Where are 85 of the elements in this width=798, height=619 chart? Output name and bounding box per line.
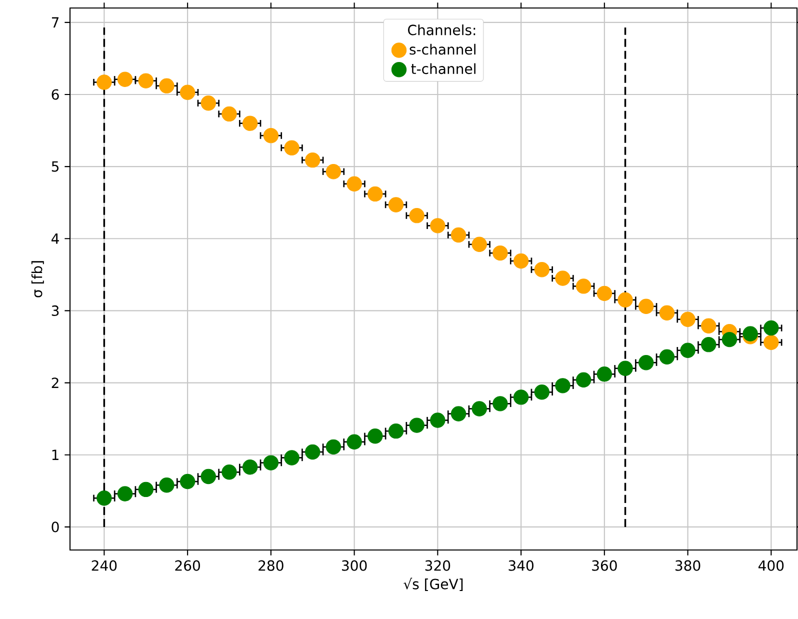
x-tick-label: 360 [592,560,617,571]
point [346,434,362,450]
point [472,401,487,416]
y-axis-title: σ [fb] [31,261,44,298]
point [263,455,279,470]
point [659,305,675,320]
point [263,128,279,144]
point [576,372,592,388]
x-tick-label: 260 [175,560,200,571]
point [555,378,570,394]
y-tick-label: 2 [52,378,58,388]
point [638,355,654,370]
x-tick-label: 280 [258,560,284,571]
point [138,73,154,88]
point [492,245,508,261]
point [680,342,696,358]
point [596,286,612,302]
point [659,349,675,364]
legend-label: s-channel [410,44,476,55]
point [555,270,570,286]
point [96,74,112,90]
point [701,318,716,334]
point [159,78,174,94]
point [764,320,779,336]
y-tick-label: 7 [52,17,59,28]
point [492,396,508,412]
point [284,140,300,156]
point [326,439,342,455]
point [284,450,300,466]
y-tick-label: 4 [52,234,59,244]
point [368,428,383,444]
point [346,176,362,192]
y-tick-label: 3 [52,305,59,316]
point [326,164,342,180]
point [596,366,612,382]
y-tick-label: 5 [52,161,59,172]
point [222,106,237,122]
point [513,253,529,269]
point [409,208,424,224]
point [409,418,424,433]
x-tick-label: 400 [758,560,784,571]
point [534,262,550,278]
point [242,460,258,475]
point [701,336,716,352]
point [305,152,320,168]
point [450,406,466,422]
x-tick-label: 340 [508,560,534,571]
point [222,464,237,480]
point [618,360,633,376]
point [450,227,466,243]
point [96,490,112,506]
point [117,486,133,502]
y-tick-label: 1 [52,450,58,460]
legend-label: t-channel [411,63,476,74]
point [638,298,654,314]
point [534,384,550,400]
point [200,96,216,111]
point [200,468,216,484]
point [388,197,404,212]
x-tick-label: 240 [92,560,117,571]
point [138,482,154,498]
y-tick-label: 6 [52,89,59,100]
point [388,423,404,439]
point [368,186,383,202]
point [159,478,174,493]
x-axis-title: √s [GeV] [404,578,463,591]
point [764,334,779,350]
point [305,444,320,460]
point [618,292,633,308]
point [242,116,258,131]
point [117,72,133,87]
point [513,390,529,405]
legend-title: Channels: [408,24,476,36]
point [722,332,738,348]
x-tick-label: 300 [342,560,367,571]
point [472,236,487,252]
point [576,278,592,294]
point [180,474,196,490]
point [430,218,446,234]
point [180,84,196,100]
point [430,412,446,428]
point [680,312,696,327]
x-tick-label: 320 [425,560,450,571]
x-tick-label: 380 [675,560,700,571]
y-tick-label: 0 [52,522,59,532]
